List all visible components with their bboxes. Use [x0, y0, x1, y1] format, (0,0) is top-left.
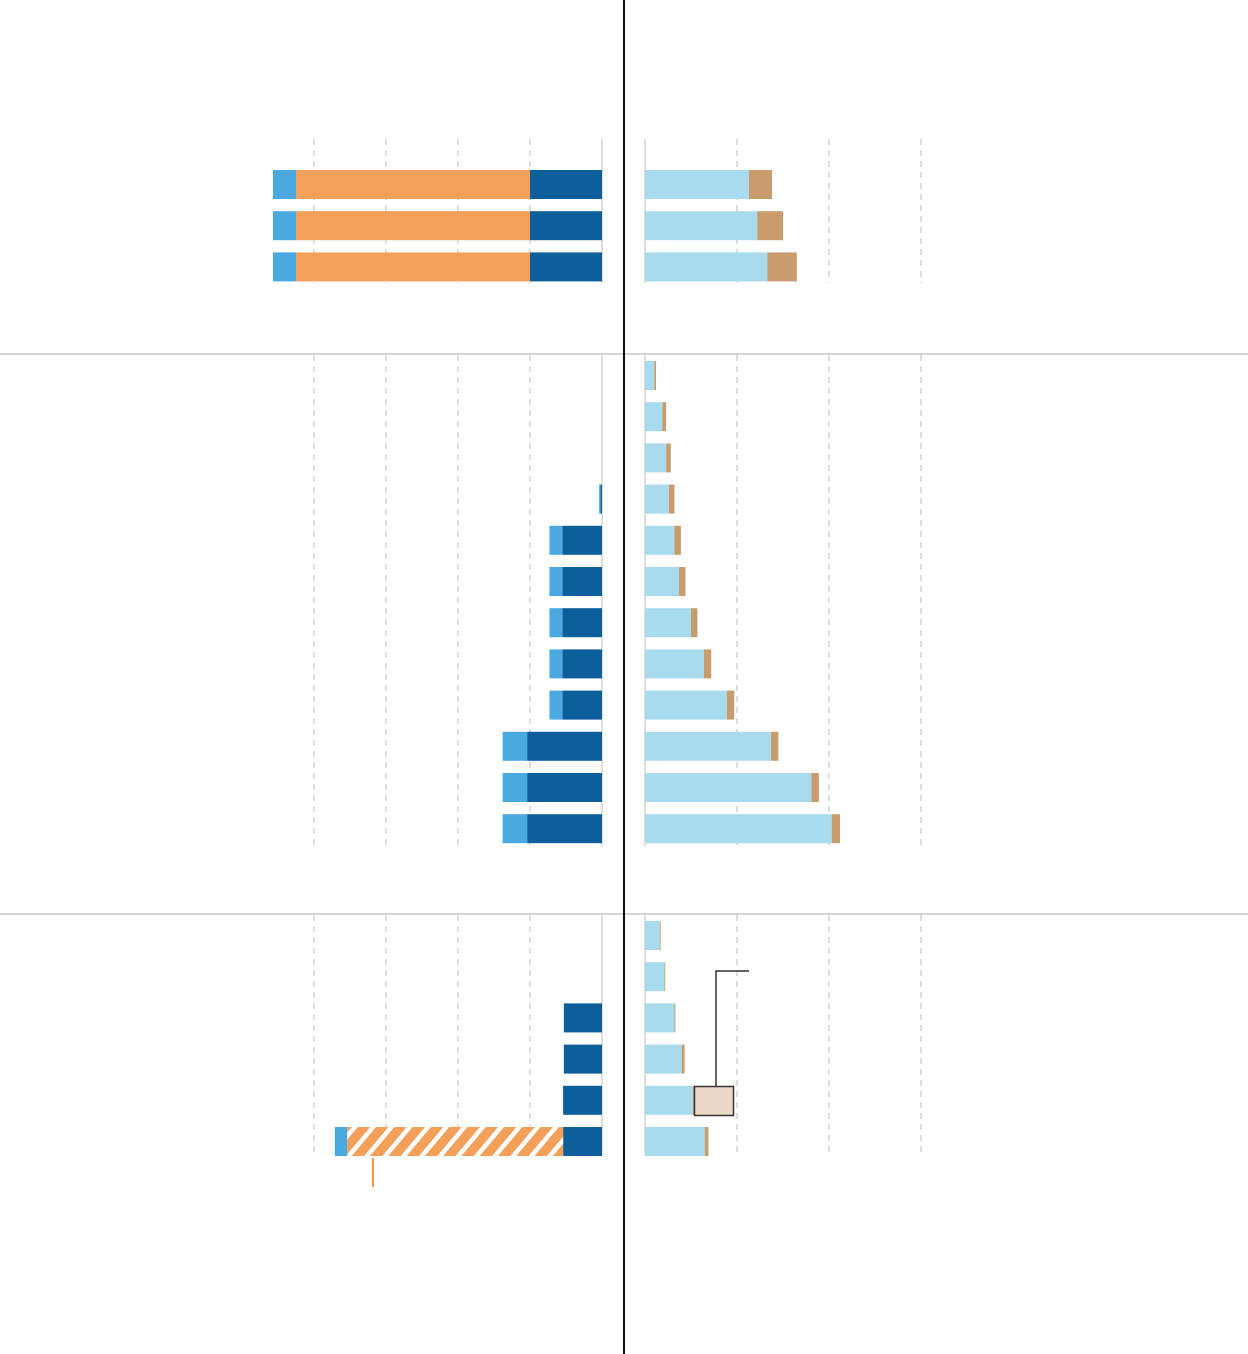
- bar-segment-right-g1-r3-s1: [668, 484, 675, 514]
- bar-segment-left-g1-r4-s0: [562, 525, 602, 555]
- bar-segment-left-g1-r6-s0: [562, 608, 602, 638]
- bar-segment-left-g0-r2-s1: [296, 252, 530, 282]
- bar-segment-left-g1-r11-s0: [527, 814, 602, 844]
- callout-leader-line: [715, 970, 749, 1086]
- bar-segment-right-g1-r5-s1: [679, 567, 686, 596]
- bar-segment-right-g2-r2-s0: [645, 1003, 675, 1033]
- bar-segment-right-g0-r2-s0: [645, 252, 768, 282]
- bar-segment-right-g0-r1-s0: [645, 211, 758, 241]
- bar-segment-left-g1-r6-s1: [549, 608, 563, 638]
- bar-segment-left-g0-r1-s2: [272, 211, 296, 241]
- bar-segment-right-g2-r1-s0: [645, 962, 665, 992]
- bar-segment-right-g0-r0-s0: [645, 170, 749, 199]
- bar-segment-left-g1-r10-s0: [527, 773, 602, 802]
- bar-segment-right-g2-r2-s1: [674, 1003, 676, 1033]
- bar-segment-right-g1-r9-s1: [771, 731, 779, 761]
- bar-segment-right-g2-r0-s0: [645, 921, 660, 950]
- callout-box: [693, 1085, 735, 1117]
- bar-segment-right-g1-r2-s0: [645, 443, 667, 473]
- bar-segment-right-g1-r8-s0: [645, 690, 727, 720]
- bar-segment-left-g1-r8-s1: [549, 690, 563, 720]
- bar-segment-left-g2-r2-s0: [563, 1003, 602, 1033]
- annotations: [372, 970, 749, 1187]
- bar-segment-left-g1-r9-s0: [527, 731, 602, 761]
- bar-segment-left-g0-r0-s0: [530, 170, 602, 199]
- bar-segment-right-g1-r10-s1: [811, 773, 819, 802]
- bar-segment-right-g2-r4-s0: [645, 1085, 693, 1115]
- bar-segment-left-g1-r8-s0: [562, 690, 602, 720]
- bar-segment-right-g1-r7-s0: [645, 649, 704, 679]
- bar-segment-left-g2-r3-s0: [563, 1044, 602, 1074]
- bar-segment-left-g1-r10-s1: [502, 773, 528, 802]
- bar-segment-left-g2-r5-s0: [563, 1127, 602, 1156]
- bar-segment-right-g1-r11-s1: [831, 814, 841, 844]
- bar-segment-right-g1-r4-s1: [674, 525, 681, 555]
- bar-segment-right-g1-r6-s0: [645, 608, 691, 638]
- bar-segment-right-g2-r5-s1: [704, 1127, 709, 1156]
- bar-segment-right-g0-r0-s1: [748, 170, 772, 199]
- bar-segment-left-g2-r5-s2: [334, 1127, 348, 1156]
- bar-segment-left-g1-r7-s0: [562, 649, 602, 679]
- bar-segment-left-g1-r7-s1: [549, 649, 563, 679]
- bar-segment-left-g0-r0-s2: [272, 170, 296, 199]
- bar-segment-right-g1-r0-s1: [654, 361, 657, 390]
- bar-segment-left-g2-r5-s1: [347, 1127, 564, 1156]
- bar-segment-left-g2-r4-s0: [563, 1085, 602, 1115]
- bar-segment-right-g1-r4-s0: [645, 525, 675, 555]
- gridlines: [313, 139, 922, 1154]
- bar-segment-right-g1-r5-s0: [645, 567, 680, 596]
- bar-segment-left-g1-r5-s0: [562, 567, 602, 596]
- bar-segment-left-g0-r1-s1: [296, 211, 530, 241]
- bar-segment-right-g1-r11-s0: [645, 814, 832, 844]
- bar-segment-right-g1-r9-s0: [645, 731, 772, 761]
- bar-segment-left-g1-r9-s1: [502, 731, 528, 761]
- bar-segment-right-g1-r7-s1: [703, 649, 712, 679]
- bar-segment-right-g0-r2-s1: [767, 252, 797, 282]
- bar-marks: [272, 170, 841, 1156]
- bar-segment-left-g1-r5-s1: [549, 567, 563, 596]
- bar-segment-right-g1-r1-s1: [662, 402, 667, 432]
- bar-segment-right-g1-r2-s1: [666, 443, 671, 473]
- bar-segment-right-g2-r3-s1: [681, 1044, 685, 1074]
- bar-segment-right-g2-r1-s1: [664, 962, 666, 992]
- bar-segment-right-g1-r1-s0: [645, 402, 663, 432]
- bar-segment-right-g2-r5-s0: [645, 1127, 705, 1156]
- bar-segment-right-g1-r3-s0: [645, 484, 669, 514]
- bar-segment-left-g1-r3-s0: [600, 484, 602, 514]
- bar-segment-right-g0-r1-s1: [757, 211, 783, 241]
- bar-segment-right-g2-r3-s0: [645, 1044, 682, 1074]
- bar-segment-right-g1-r10-s0: [645, 773, 812, 802]
- bar-segment-left-g1-r3-s1: [599, 484, 601, 514]
- bar-segment-left-g1-r11-s1: [502, 814, 528, 844]
- bar-segment-right-g2-r0-s1: [659, 921, 661, 950]
- bar-segment-right-g1-r6-s1: [691, 608, 698, 638]
- bar-segment-left-g0-r1-s0: [530, 211, 602, 241]
- bar-segment-right-g1-r0-s0: [645, 361, 655, 390]
- bar-segment-left-g0-r2-s2: [272, 252, 296, 282]
- bar-segment-right-g1-r8-s1: [726, 690, 735, 720]
- bar-segment-left-g1-r4-s1: [549, 525, 563, 555]
- bar-segment-left-g0-r2-s0: [530, 252, 602, 282]
- bar-segment-left-g0-r0-s1: [296, 170, 530, 199]
